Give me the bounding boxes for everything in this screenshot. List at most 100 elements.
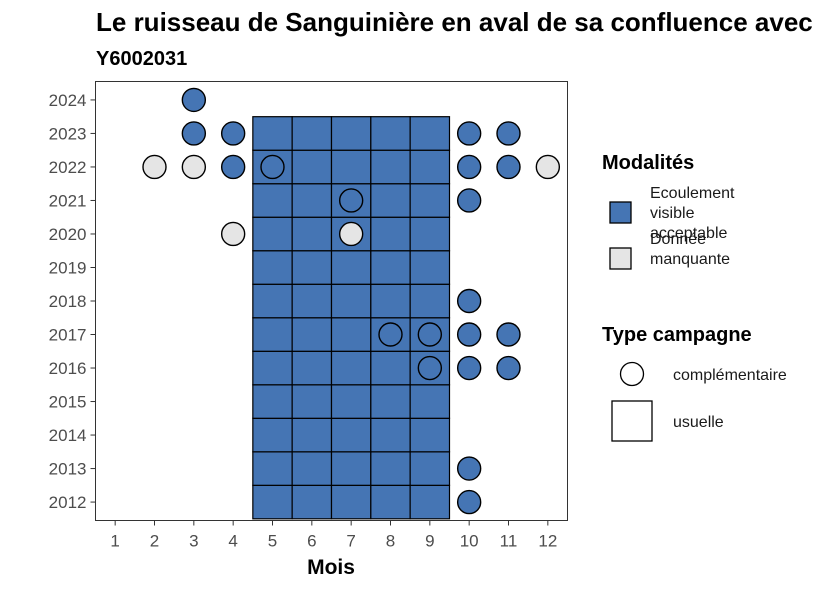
x-tick-label: 2 — [150, 532, 159, 551]
legend-title-type: Type campagne — [602, 324, 752, 346]
usual-cell — [370, 183, 411, 218]
usual-cell — [409, 183, 451, 218]
usual-cell — [252, 283, 293, 319]
legend-key-circle — [619, 361, 645, 387]
usual-cell — [291, 183, 333, 218]
usual-cell — [370, 149, 411, 185]
usual-cell — [291, 250, 333, 285]
legend-key-modalite — [609, 247, 632, 270]
legend-key-modalite — [609, 201, 632, 224]
y-tick-label: 2018 — [49, 292, 87, 311]
usual-cell — [409, 417, 451, 453]
usual-cell — [291, 283, 333, 319]
complementary-points — [142, 87, 561, 515]
legend-types: complémentaire usuelle — [611, 361, 787, 442]
complementary-point — [417, 355, 443, 381]
complementary-point — [456, 355, 482, 381]
usual-cell — [252, 317, 293, 352]
legend-key-square — [611, 400, 653, 442]
usual-cell — [330, 484, 372, 520]
legend-label-type: complémentaire — [673, 367, 787, 384]
complementary-point — [260, 154, 285, 180]
usual-cell — [291, 484, 333, 520]
usual-cell — [409, 149, 451, 185]
usual-cell — [330, 384, 372, 419]
x-tick-label: 9 — [425, 532, 434, 551]
complementary-point — [338, 188, 364, 213]
legend-label-modalite: Ecoulement — [650, 185, 735, 202]
usual-cell — [330, 149, 372, 185]
usual-cell — [370, 216, 411, 252]
x-axis-title: Mois — [307, 556, 355, 579]
usual-cell — [291, 350, 333, 386]
complementary-point — [181, 154, 207, 180]
complementary-point — [496, 121, 521, 146]
complementary-point — [456, 322, 482, 347]
y-tick-label: 2021 — [49, 191, 87, 210]
usual-cell — [291, 149, 333, 185]
y-tick-label: 2012 — [49, 493, 87, 512]
complementary-point — [535, 154, 561, 180]
complementary-point — [142, 154, 167, 180]
y-tick-label: 2022 — [49, 158, 87, 177]
legend: Modalités Ecoulement visible acceptableDon… — [602, 152, 787, 442]
usual-cell — [291, 216, 333, 252]
y-tick-label: 2017 — [49, 326, 87, 345]
usual-cell — [370, 250, 411, 285]
usual-cell — [370, 417, 411, 453]
y-tick-label: 2015 — [49, 393, 87, 412]
legend-label-modalite: visible — [650, 205, 695, 222]
y-tick-label: 2016 — [49, 359, 87, 378]
y-tick-label: 2023 — [49, 124, 87, 143]
usual-cell — [370, 484, 411, 520]
usual-cell — [330, 451, 372, 486]
x-tick-label: 5 — [268, 532, 277, 551]
complementary-point — [181, 121, 207, 146]
complementary-point — [338, 221, 364, 247]
complementary-point — [456, 288, 482, 314]
complementary-point — [220, 121, 246, 146]
complementary-point — [378, 322, 403, 347]
usual-cell — [409, 250, 451, 285]
complementary-point — [220, 154, 246, 180]
usual-cell — [330, 350, 372, 386]
usual-cell — [252, 484, 293, 520]
usual-cell — [252, 250, 293, 285]
usual-cell — [291, 451, 333, 486]
usual-cell — [370, 350, 411, 386]
y-tick-label: 2024 — [49, 91, 87, 110]
y-tick-label: 2013 — [49, 460, 87, 479]
usual-cell — [370, 384, 411, 419]
chart-subtitle: Y6002031 — [96, 48, 187, 70]
complementary-point — [220, 221, 246, 247]
legend-label-modalite: acceptable — [650, 225, 727, 242]
x-tick-label: 10 — [460, 532, 479, 551]
usual-cell — [370, 451, 411, 486]
y-tick-label: 2019 — [49, 258, 87, 277]
legend-label-type: usuelle — [673, 414, 724, 431]
usual-cell — [291, 417, 333, 453]
usual-cell — [291, 317, 333, 352]
usual-cell — [330, 317, 372, 352]
x-tick-label: 8 — [386, 532, 395, 551]
complementary-point — [496, 322, 521, 347]
complementary-point — [456, 489, 482, 515]
usual-cell — [252, 350, 293, 386]
usual-cell — [330, 250, 372, 285]
usual-campaign-cells — [252, 116, 451, 520]
usual-cell — [330, 283, 372, 319]
x-axis: 1 2 3 4 5 6 7 8 9 10 11 12 — [110, 520, 557, 551]
chart-title: Le ruisseau de Sanguinière en aval de sa… — [96, 7, 813, 37]
usual-cell — [409, 216, 451, 252]
usual-cell — [409, 451, 451, 486]
usual-cell — [330, 116, 372, 151]
x-tick-label: 6 — [307, 532, 316, 551]
x-tick-label: 1 — [110, 532, 119, 551]
usual-cell — [409, 116, 451, 151]
usual-cell — [370, 116, 411, 151]
usual-cell — [252, 451, 293, 486]
legend-label-modalite: manquante — [650, 251, 730, 268]
y-tick-label: 2014 — [49, 426, 87, 445]
legend-label-modalite: Donnée — [650, 231, 706, 248]
